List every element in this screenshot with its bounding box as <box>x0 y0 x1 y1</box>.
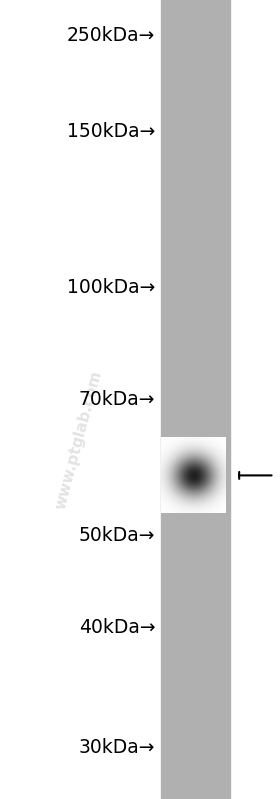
Text: 150kDa→: 150kDa→ <box>67 122 155 141</box>
Text: 70kDa→: 70kDa→ <box>79 390 155 409</box>
Text: 250kDa→: 250kDa→ <box>67 26 155 46</box>
Bar <box>161 0 230 799</box>
Text: 50kDa→: 50kDa→ <box>79 526 155 545</box>
Text: www.ptglab.com: www.ptglab.com <box>53 368 104 511</box>
Text: 40kDa→: 40kDa→ <box>79 618 155 637</box>
Text: 100kDa→: 100kDa→ <box>67 278 155 297</box>
Text: 30kDa→: 30kDa→ <box>79 737 155 757</box>
